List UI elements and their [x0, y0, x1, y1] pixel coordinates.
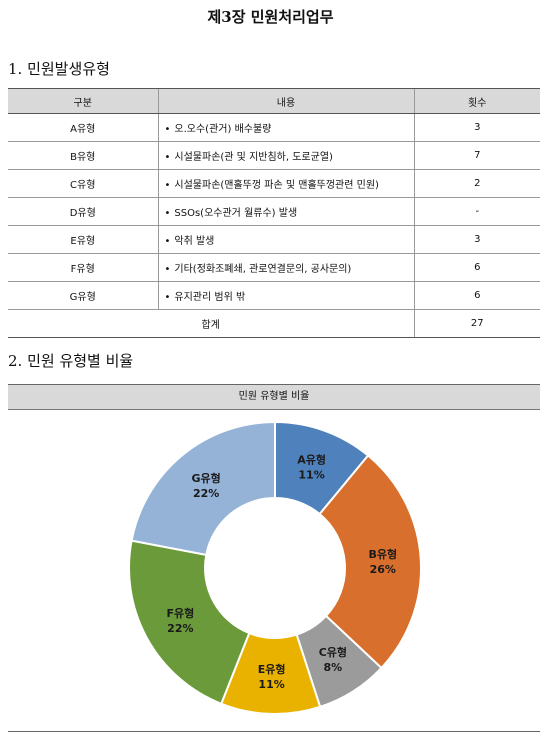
- section-heading-1: 1. 민원발생유형: [8, 60, 110, 78]
- row-count: 2: [413, 169, 540, 198]
- row-count: 3: [413, 113, 540, 142]
- slice-category-label: A유형: [297, 452, 326, 466]
- slice-category-label: C유형: [319, 645, 347, 659]
- table-row: A유형 • 오.오수(관거) 배수불량 3: [8, 113, 540, 142]
- row-content-text: 유지관리 범위 밖: [174, 292, 246, 303]
- row-count: 6: [413, 281, 540, 310]
- bullet-icon: •: [164, 292, 171, 303]
- row-count: 7: [413, 141, 540, 170]
- total-value: 27: [413, 309, 540, 338]
- slice-category-label: G유형: [192, 471, 221, 485]
- table-row: E유형 • 악취 발생 3: [8, 225, 540, 254]
- row-count: 3: [413, 225, 540, 254]
- row-content-text: 시설물파손(관 및 지반침하, 도로균열): [174, 152, 333, 163]
- row-content: • 유지관리 범위 밖: [157, 281, 414, 310]
- table-row: F유형 • 기타(정화조폐쇄, 관로연결문의, 공사문의) 6: [8, 253, 540, 282]
- table-total-row: 합계 27: [8, 309, 540, 338]
- row-type: G유형: [8, 281, 158, 310]
- page-title: 제3장 민원처리업무: [207, 8, 334, 26]
- row-count: -: [413, 197, 540, 226]
- slice-percent-label: 22%: [167, 622, 193, 635]
- bullet-icon: •: [164, 208, 171, 219]
- header-content: 내용: [157, 88, 414, 114]
- table-row: C유형 • 시설물파손(맨홀뚜껑 파손 및 맨홀뚜껑관련 민원) 2: [8, 169, 540, 198]
- donut-chart: A유형 11% B유형 26% C유형 8% E유형 11% F유형 22% G유형 22%: [128, 420, 422, 715]
- slice-6: [130, 420, 276, 557]
- slice-5: [128, 539, 251, 706]
- slice-percent-label: 26%: [370, 563, 396, 576]
- row-content: • 시설물파손(관 및 지반침하, 도로균열): [157, 141, 414, 170]
- slice-percent-label: 8%: [324, 661, 343, 674]
- slice-category-label: E유형: [258, 662, 286, 676]
- row-content: • 오.오수(관거) 배수불량: [157, 113, 414, 142]
- row-content: • 시설물파손(맨홀뚜껑 파손 및 맨홀뚜껑관련 민원): [157, 169, 414, 198]
- row-content: • SSOs(오수관거 월류수) 발생: [157, 197, 414, 226]
- slice-percent-label: 22%: [193, 487, 219, 500]
- row-content: • 기타(정화조폐쇄, 관로연결문의, 공사문의): [157, 253, 414, 282]
- slice-2: [318, 454, 422, 670]
- bullet-icon: •: [164, 124, 171, 135]
- bullet-icon: •: [164, 180, 171, 191]
- slice-category-label: B유형: [368, 547, 397, 561]
- complaint-type-table: 구분 내용 횟수 A유형 • 오.오수(관거) 배수불량 3 B유형 • 시설물파손…: [8, 88, 540, 338]
- slice-category-label: F유형: [166, 606, 194, 620]
- row-type: D유형: [8, 197, 158, 226]
- bullet-icon: •: [164, 152, 171, 163]
- header-count: 횟수: [413, 88, 540, 114]
- row-type: E유형: [8, 225, 158, 254]
- row-content-text: 오.오수(관거) 배수불량: [174, 124, 272, 135]
- row-count: 6: [413, 253, 540, 282]
- chart-title: 민원 유형별 비율: [8, 385, 540, 410]
- table-row: G유형 • 유지관리 범위 밖 6: [8, 281, 540, 310]
- row-type: F유형: [8, 253, 158, 282]
- bullet-icon: •: [164, 236, 171, 247]
- row-content-text: 시설물파손(맨홀뚜껑 파손 및 맨홀뚜껑관련 민원): [174, 180, 379, 191]
- row-content-text: 악취 발생: [174, 236, 215, 247]
- section-heading-2: 2. 민원 유형별 비율: [8, 352, 134, 370]
- total-label: 합계: [8, 309, 414, 338]
- row-type: A유형: [8, 113, 158, 142]
- table-row: D유형 • SSOs(오수관거 월류수) 발생 -: [8, 197, 540, 226]
- row-type: B유형: [8, 141, 158, 170]
- table-header-row: 구분 내용 횟수: [8, 88, 540, 114]
- bullet-icon: •: [164, 264, 171, 275]
- row-content: • 악취 발생: [157, 225, 414, 254]
- chart-panel-bottom-rule: [8, 731, 540, 732]
- row-type: C유형: [8, 169, 158, 198]
- slice-percent-label: 11%: [258, 678, 284, 691]
- row-content-text: 기타(정화조폐쇄, 관로연결문의, 공사문의): [174, 264, 352, 275]
- header-type: 구분: [8, 88, 158, 114]
- slice-percent-label: 11%: [298, 468, 324, 481]
- row-content-text: SSOs(오수관거 월류수) 발생: [174, 208, 298, 219]
- table-row: B유형 • 시설물파손(관 및 지반침하, 도로균열) 7: [8, 141, 540, 170]
- chart-panel: 민원 유형별 비율 A유형 11% B유형 26% C유형 8% E유형 11% F유형 22% G…: [8, 384, 540, 732]
